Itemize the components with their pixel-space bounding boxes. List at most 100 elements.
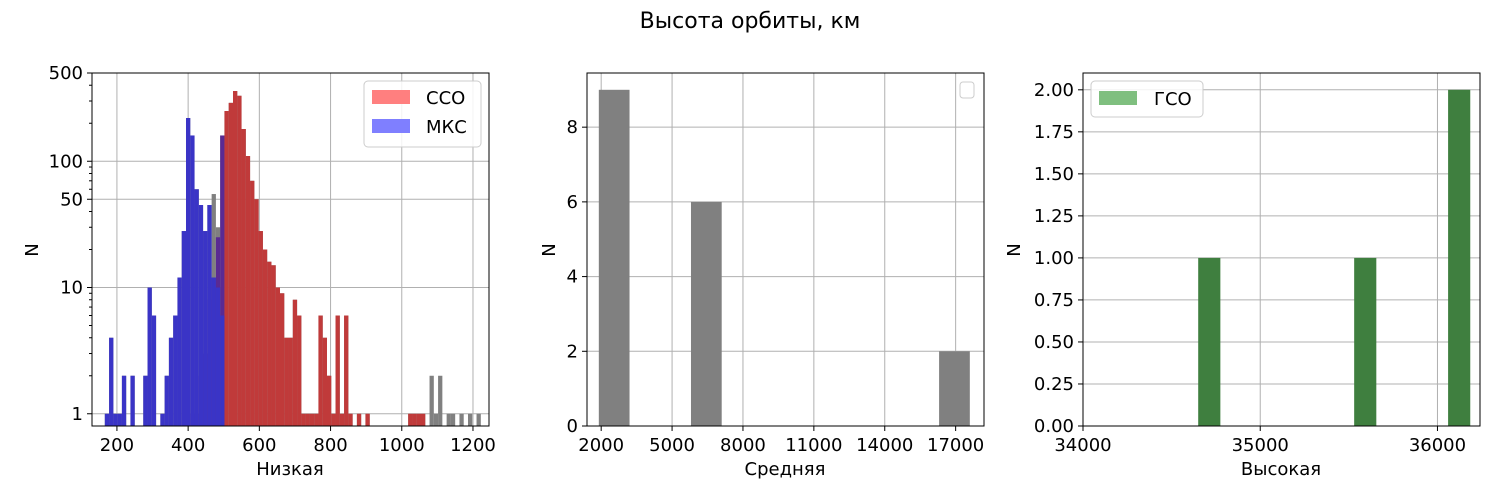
y-tick-label: 100 bbox=[49, 151, 83, 172]
legend-swatch-gso bbox=[1099, 91, 1137, 105]
bar-sso bbox=[339, 413, 345, 426]
bar-all bbox=[433, 413, 439, 426]
bar-medium bbox=[939, 351, 970, 426]
bar-all bbox=[438, 375, 443, 426]
legend-medium bbox=[959, 81, 975, 99]
bar-iss bbox=[168, 337, 174, 426]
bar-sso bbox=[228, 102, 233, 426]
bar-iss bbox=[185, 118, 191, 427]
bar-iss bbox=[143, 375, 148, 426]
bar-iss bbox=[130, 375, 135, 426]
bar-iss bbox=[177, 277, 182, 426]
bar-iss bbox=[151, 315, 157, 426]
bar-iss bbox=[211, 277, 216, 426]
bar-sso bbox=[254, 199, 259, 426]
y-tick-label: 1.50 bbox=[1034, 164, 1074, 185]
bar-sso bbox=[309, 413, 315, 426]
y-tick-label: 0 bbox=[567, 416, 578, 437]
bar-sso bbox=[297, 315, 302, 426]
bar-iss bbox=[160, 413, 165, 426]
y-tick-label: 6 bbox=[567, 192, 578, 213]
bar-sso bbox=[271, 265, 276, 426]
bar-sso bbox=[356, 413, 362, 426]
bar-gso bbox=[1198, 257, 1221, 426]
figure-suptitle: Высота орбиты, км bbox=[640, 9, 861, 34]
chart-high-orbit: 34000 35000 36000 0.00 0.25 0.50 0.75 1.00 1.25… bbox=[1004, 72, 1481, 480]
x-tick-label: 14000 bbox=[856, 435, 913, 456]
x-tick-label: 11000 bbox=[785, 435, 842, 456]
bar-iss bbox=[147, 287, 152, 426]
bar-sso bbox=[288, 337, 293, 426]
bar-iss bbox=[113, 413, 118, 426]
legend-swatch-sso bbox=[372, 90, 410, 104]
bar-all bbox=[459, 413, 464, 426]
bar-iss bbox=[194, 189, 199, 426]
x-tick-label: 600 bbox=[242, 435, 276, 456]
x-tick-label: 1200 bbox=[450, 435, 496, 456]
x-tick-label: 8000 bbox=[720, 435, 766, 456]
bar-sso bbox=[344, 315, 349, 426]
bar-iss bbox=[203, 231, 208, 426]
bar-gso bbox=[1448, 89, 1471, 427]
y-tick-label: 500 bbox=[49, 63, 83, 84]
y-tick-label: 0.00 bbox=[1034, 416, 1074, 437]
x-axis-label-medium: Средняя bbox=[745, 459, 826, 480]
y-tick-label: 0.50 bbox=[1034, 332, 1074, 353]
x-tick-label: 200 bbox=[100, 435, 134, 456]
bar-sso bbox=[335, 315, 340, 426]
bar-sso bbox=[305, 413, 310, 426]
bar-all bbox=[467, 413, 473, 426]
x-tick-label: 400 bbox=[171, 435, 205, 456]
y-tick-label: 2.00 bbox=[1034, 80, 1074, 101]
y-axis-label-low: N bbox=[22, 243, 43, 256]
bar-iss bbox=[181, 231, 186, 426]
bar-iss bbox=[117, 413, 122, 426]
bar-iss bbox=[198, 205, 204, 426]
y-tick-label: 1 bbox=[72, 404, 83, 425]
bar-iss bbox=[109, 337, 114, 426]
bar-gso bbox=[1354, 257, 1377, 426]
x-tick-label: 34000 bbox=[1054, 435, 1111, 456]
y-tick-label: 1.75 bbox=[1034, 122, 1074, 143]
x-tick-label: 5000 bbox=[649, 435, 695, 456]
legend-high: ГСО bbox=[1090, 80, 1204, 118]
bar-sso bbox=[275, 287, 280, 426]
bar-iss bbox=[207, 205, 212, 426]
x-tick-label: 17000 bbox=[927, 435, 984, 456]
y-tick-label: 2 bbox=[567, 341, 578, 362]
bar-all bbox=[429, 375, 434, 426]
bar-sso bbox=[241, 129, 246, 426]
x-tick-label: 2000 bbox=[578, 435, 624, 456]
y-tick-label: 0.25 bbox=[1034, 374, 1074, 395]
bar-sso bbox=[348, 413, 353, 426]
bar-iss bbox=[121, 375, 127, 426]
bar-medium bbox=[598, 89, 630, 427]
chart-medium-orbit: 2000 5000 8000 11000 14000 17000 0 2 4 6 8 Средня… bbox=[539, 72, 985, 480]
x-tick-label: 1000 bbox=[379, 435, 425, 456]
y-tick-label: 50 bbox=[60, 189, 83, 210]
bar-sso bbox=[232, 91, 238, 426]
x-tick-label: 35000 bbox=[1232, 435, 1289, 456]
bar-iss bbox=[173, 315, 178, 426]
y-tick-label: 0.75 bbox=[1034, 290, 1074, 311]
bar-medium bbox=[690, 201, 722, 426]
legend-label-sso: ССО bbox=[426, 88, 465, 109]
y-tick-label: 4 bbox=[567, 267, 578, 288]
bar-sso bbox=[412, 413, 417, 426]
y-tick-label: 1.25 bbox=[1034, 206, 1074, 227]
bar-iss bbox=[190, 135, 195, 426]
bar-sso bbox=[258, 231, 263, 426]
bar-sso bbox=[267, 261, 272, 426]
bar-sso bbox=[322, 337, 327, 426]
legend-label-gso: ГСО bbox=[1154, 89, 1192, 110]
bar-sso bbox=[245, 156, 251, 427]
bar-sso bbox=[420, 413, 426, 426]
bar-sso bbox=[326, 375, 332, 426]
bar-sso bbox=[220, 135, 225, 426]
bar-sso bbox=[262, 249, 268, 426]
bar-all bbox=[476, 413, 481, 426]
bar-iss bbox=[104, 413, 110, 426]
x-axis-label-high: Высокая bbox=[1241, 459, 1321, 480]
